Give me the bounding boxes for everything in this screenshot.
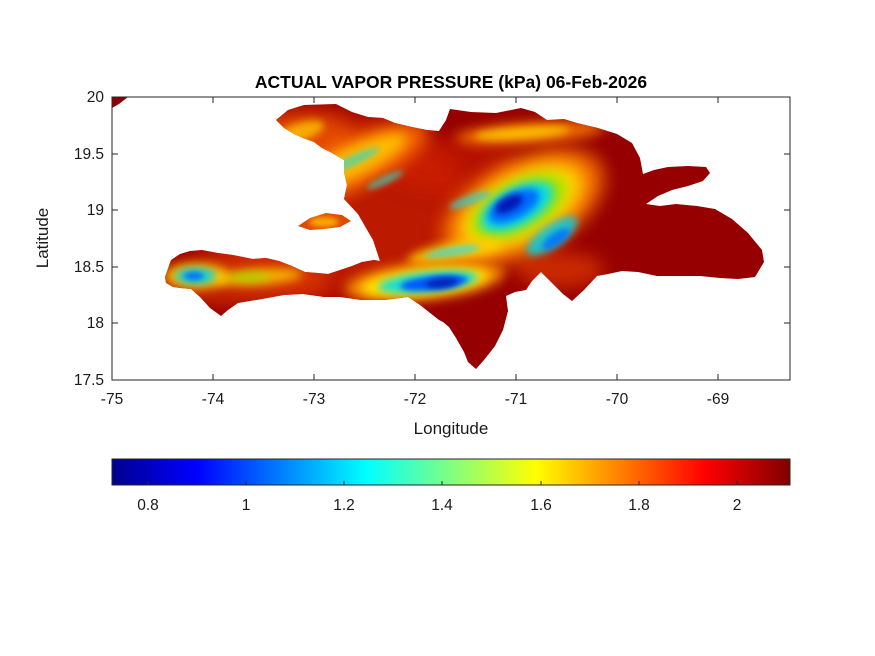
y-tick-label: 18.5: [74, 259, 104, 276]
x-tick-label: -73: [303, 391, 325, 408]
axes-box: [111, 96, 791, 381]
x-tick-labels: -75 -74 -73 -72 -71 -70 -69: [101, 391, 729, 408]
y-tick-label: 19: [87, 202, 104, 219]
colorbar-tick-label: 1: [242, 497, 251, 514]
x-tick-label: -75: [101, 391, 123, 408]
colorbar-tick-label: 0.8: [137, 497, 159, 514]
chart-title: ACTUAL VAPOR PRESSURE (kPa) 06-Feb-2026: [255, 72, 647, 92]
colorbar-tick-marks: [147, 481, 738, 485]
axis-tick-marks: [111, 96, 790, 381]
colorbar-tick-label: 2: [733, 497, 742, 514]
y-tick-label: 18: [87, 315, 104, 332]
y-axis-label: Latitude: [33, 208, 52, 269]
y-tick-label: 17.5: [74, 372, 104, 389]
cuba-fragment: [112, 97, 128, 108]
colorbar-tick-label: 1.4: [431, 497, 453, 514]
low-vapor-zone-southern-range: [345, 260, 505, 302]
x-tick-label: -72: [404, 391, 426, 408]
colorbar-gradient: [111, 458, 791, 486]
x-tick-label: -69: [707, 391, 729, 408]
colorbar-tick-label: 1.6: [530, 497, 552, 514]
x-tick-label: -71: [505, 391, 527, 408]
x-tick-label: -70: [606, 391, 629, 408]
y-tick-label: 20: [87, 89, 105, 106]
low-vapor-zone-cordillera-central: [442, 148, 604, 266]
y-tick-labels: 20 19.5 19 18.5 18 17.5: [74, 89, 105, 389]
x-tick-label: -74: [202, 391, 225, 408]
y-tick-label: 19.5: [74, 146, 104, 163]
colorbar-tick-label: 1.2: [333, 497, 355, 514]
low-vapor-zone-la-hotte: [165, 263, 229, 289]
colorbar-tick-labels: 0.8 1 1.2 1.4 1.6 1.8 2: [137, 497, 741, 514]
colorbar: 0.8 1 1.2 1.4 1.6 1.8 2: [111, 458, 791, 514]
colorbar-tick-label: 1.8: [628, 497, 650, 514]
x-axis-label: Longitude: [414, 419, 489, 438]
